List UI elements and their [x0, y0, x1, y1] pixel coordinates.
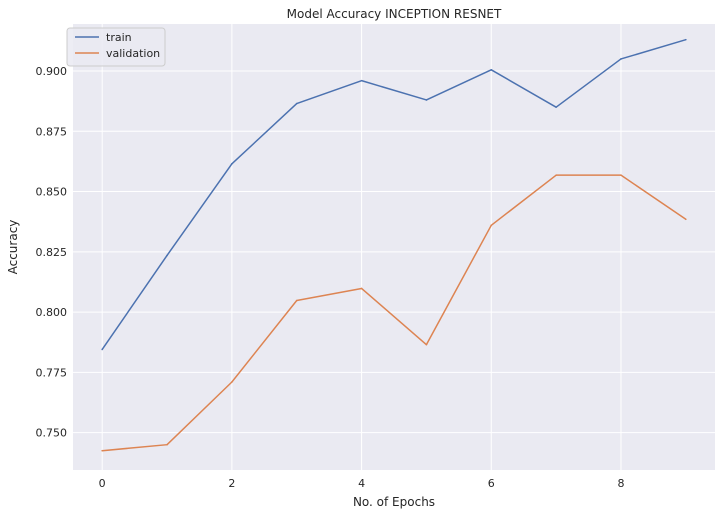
- y-axis-label: Accuracy: [6, 220, 20, 275]
- x-tick-label: 4: [358, 477, 365, 490]
- x-tick-label: 6: [488, 477, 495, 490]
- data-point-validation: [166, 443, 168, 446]
- plot-background: [73, 24, 715, 470]
- y-tick-label: 0.875: [36, 125, 68, 138]
- data-point-validation: [490, 224, 493, 227]
- y-tick-label: 0.825: [36, 246, 68, 259]
- data-point-train: [166, 254, 168, 257]
- data-point-validation: [425, 343, 428, 346]
- data-point-validation: [685, 218, 687, 221]
- legend-label-train: train: [106, 31, 132, 44]
- series-group: [101, 38, 687, 452]
- data-point-train: [101, 348, 103, 351]
- grid: [73, 24, 715, 470]
- y-tick-label: 0.850: [36, 186, 68, 199]
- data-point-train: [425, 99, 428, 101]
- series-line-validation: [102, 174, 687, 452]
- chart-title: Model Accuracy INCEPTION RESNET: [287, 7, 502, 21]
- data-point-train: [490, 69, 493, 71]
- y-tick-label: 0.775: [36, 366, 68, 379]
- x-axis-label: No. of Epochs: [353, 495, 435, 509]
- legend-label-validation: validation: [106, 47, 160, 60]
- data-point-train: [555, 106, 557, 108]
- series-line-train: [101, 38, 687, 350]
- x-tick-label: 2: [228, 477, 235, 490]
- data-point-validation: [101, 449, 103, 452]
- data-point-train: [685, 38, 687, 41]
- y-tick-label: 0.800: [36, 306, 68, 319]
- data-point-validation: [555, 174, 557, 176]
- data-point-train: [620, 58, 622, 60]
- y-tick-label: 0.750: [36, 427, 68, 440]
- data-point-validation: [295, 299, 298, 302]
- x-tick-label: 0: [99, 477, 106, 490]
- data-point-validation: [620, 174, 622, 176]
- data-point-train: [360, 79, 363, 82]
- data-point-train: [231, 163, 233, 165]
- y-ticks: 0.750 0.775 0.800 0.825 0.850 0.875 0.900: [36, 65, 68, 440]
- y-tick-label: 0.900: [36, 65, 68, 78]
- legend: train validation: [66, 27, 166, 67]
- x-ticks: 0 2 4 6 8: [99, 477, 625, 490]
- data-point-validation: [231, 381, 233, 383]
- x-tick-label: 8: [617, 477, 624, 490]
- data-point-train: [295, 102, 298, 105]
- data-point-validation: [360, 287, 363, 290]
